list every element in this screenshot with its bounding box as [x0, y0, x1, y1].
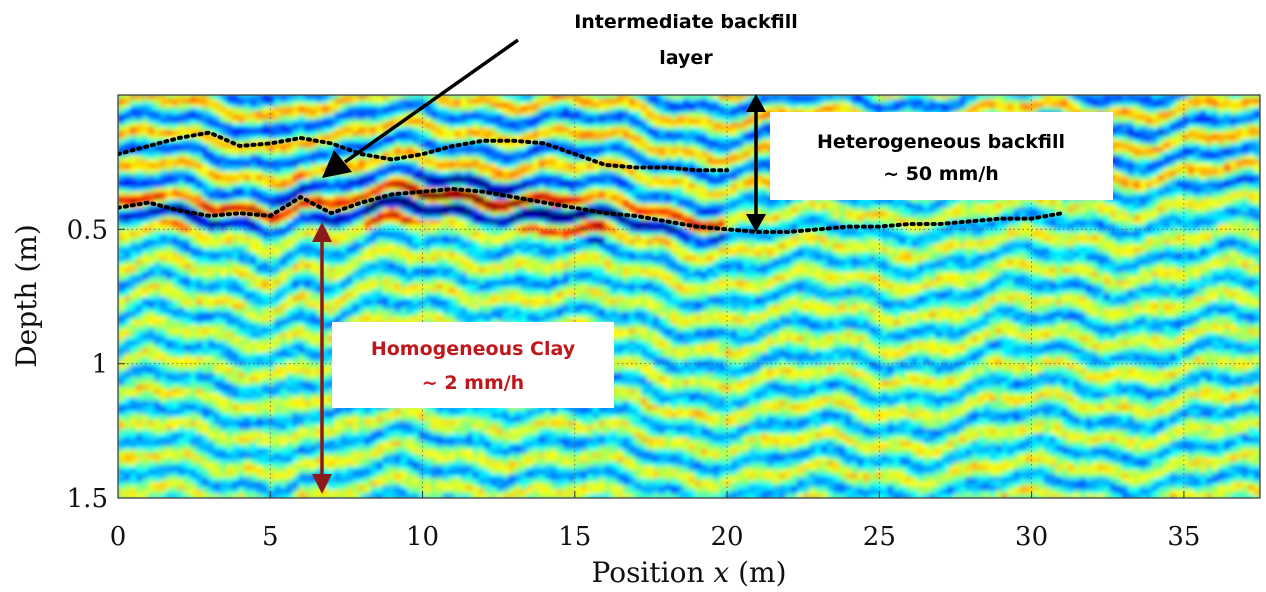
- y-axis-label: Depth (m): [10, 224, 43, 368]
- arrow-heterogeneous-thickness: [746, 94, 766, 232]
- annotation-line-1: Intermediate backfill: [574, 11, 798, 33]
- boundary-upper-line: [118, 130, 730, 173]
- y-axis-ticks: 0.5 1 1.5: [67, 215, 125, 514]
- arrow-homogeneous-clay-depth: [312, 222, 332, 494]
- annotation-line-2: ~ 50 mm/h: [883, 163, 999, 185]
- annotation-box: [770, 112, 1113, 200]
- boundary-lines: [118, 130, 1065, 234]
- annotation-homogeneous-clay: Homogeneous Clay ~ 2 mm/h: [332, 322, 614, 408]
- annotation-line-1: Heterogeneous backfill: [817, 131, 1065, 153]
- annotation-box: [516, 0, 856, 82]
- x-axis-label: Position x (m): [592, 556, 787, 589]
- y-tick-label: 0.5: [67, 215, 108, 245]
- x-tick-label: 0: [110, 522, 127, 552]
- x-tick-label: 15: [558, 522, 591, 552]
- x-tick-label: 35: [1167, 522, 1200, 552]
- annotation-line-1: Homogeneous Clay: [371, 338, 576, 360]
- x-tick-label: 5: [262, 522, 279, 552]
- x-tick-label: 10: [406, 522, 439, 552]
- y-tick-label: 1: [91, 350, 108, 380]
- x-tick-label: 25: [863, 522, 896, 552]
- x-tick-label: 20: [711, 522, 744, 552]
- boundary-lower-line: [118, 186, 1065, 234]
- plot-frame: [117, 94, 1261, 499]
- arrow-intermediate-backfill: [322, 38, 520, 178]
- annotation-box: [332, 322, 614, 408]
- x-axis-ticks: 0 5 10 15 20 25 30 35: [110, 491, 1200, 552]
- annotation-line-2: ~ 2 mm/h: [422, 372, 524, 394]
- x-tick-label: 30: [1015, 522, 1048, 552]
- annotation-intermediate-backfill: Intermediate backfill layer: [516, 0, 856, 82]
- annotation-heterogeneous-backfill: Heterogeneous backfill ~ 50 mm/h: [770, 112, 1113, 200]
- annotation-line-2: layer: [659, 47, 713, 69]
- y-tick-label: 1.5: [67, 484, 108, 514]
